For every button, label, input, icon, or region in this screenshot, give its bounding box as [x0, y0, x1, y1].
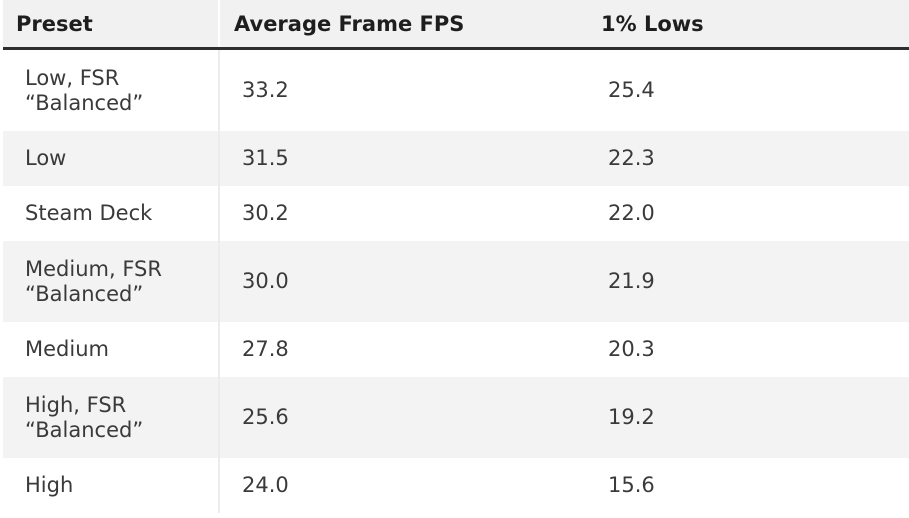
table-row: Medium, FSR “Balanced” 30.0 21.9 — [3, 241, 909, 322]
preset-cell: Medium — [3, 322, 220, 377]
avg-fps-cell: 27.8 — [242, 337, 289, 361]
table-row: Low, FSR “Balanced” 33.2 25.4 — [3, 50, 909, 131]
table-header-row: Preset Average Frame FPS 1% Lows — [3, 0, 909, 50]
preset-cell: High, FSR “Balanced” — [3, 377, 220, 458]
preset-cell: High — [3, 458, 220, 513]
avg-fps-cell: 25.6 — [242, 405, 289, 429]
lows-cell: 20.3 — [608, 337, 655, 361]
lows-cell: 25.4 — [608, 78, 655, 102]
avg-fps-cell: 31.5 — [242, 146, 289, 170]
preset-label-line1: Medium, FSR — [25, 256, 162, 281]
table-row: High, FSR “Balanced” 25.6 19.2 — [3, 377, 909, 458]
lows-cell: 22.0 — [608, 201, 655, 225]
preset-label-line1: Low, FSR — [25, 65, 120, 90]
avg-fps-cell: 33.2 — [242, 78, 289, 102]
preset-label-line2: “Balanced” — [25, 417, 144, 442]
preset-label-line1: Steam Deck — [25, 201, 153, 225]
preset-cell: Medium, FSR “Balanced” — [3, 241, 220, 322]
preset-cell: Low, FSR “Balanced” — [3, 50, 220, 131]
preset-label-line1: Low — [25, 146, 67, 170]
preset-label-line1: High — [25, 473, 74, 497]
preset-label-line1: Medium — [25, 337, 109, 361]
avg-fps-cell: 30.2 — [242, 201, 289, 225]
table-row: Low 31.5 22.3 — [3, 131, 909, 186]
preset-label-line1: High, FSR — [25, 392, 127, 417]
benchmark-table: Preset Average Frame FPS 1% Lows Low, FS… — [3, 0, 909, 513]
lows-cell: 22.3 — [608, 146, 655, 170]
preset-label-line2: “Balanced” — [25, 281, 144, 306]
header-preset: Preset — [3, 0, 220, 47]
table-row: Steam Deck 30.2 22.0 — [3, 186, 909, 241]
preset-cell: Steam Deck — [3, 186, 220, 241]
avg-fps-cell: 30.0 — [242, 269, 289, 293]
preset-label-line2: “Balanced” — [25, 90, 144, 115]
avg-fps-cell: 24.0 — [242, 473, 289, 497]
lows-cell: 19.2 — [608, 405, 655, 429]
header-average-fps: Average Frame FPS — [234, 11, 465, 36]
lows-cell: 21.9 — [608, 269, 655, 293]
header-lows: 1% Lows — [601, 11, 704, 36]
lows-cell: 15.6 — [608, 473, 655, 497]
preset-cell: Low — [3, 131, 220, 186]
table-row: High 24.0 15.6 — [3, 458, 909, 513]
table-row: Medium 27.8 20.3 — [3, 322, 909, 377]
